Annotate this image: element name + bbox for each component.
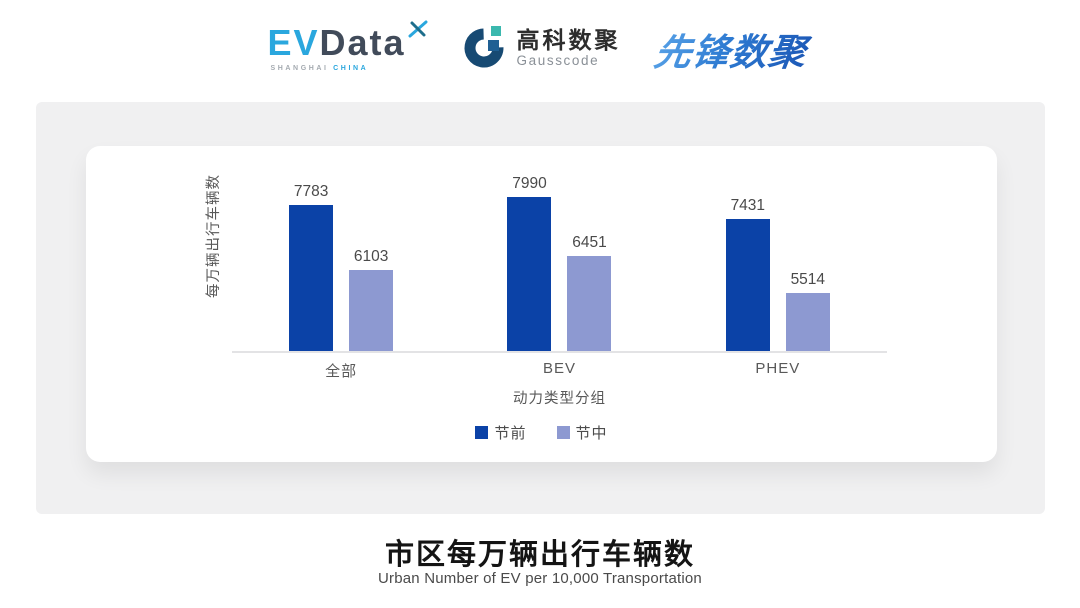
evdata-data-text: Data [319, 22, 406, 63]
legend-item-mid-holiday: 节中 [556, 422, 608, 443]
evdata-china-text: CHINA [333, 65, 369, 72]
evdata-ev-text: EV [267, 22, 320, 63]
bar [507, 197, 552, 351]
bar-value-label: 7783 [293, 183, 329, 200]
bar-group: 7990 6451 [507, 175, 612, 351]
category-label: PHEV [755, 360, 801, 377]
gausscode-wordmark: 高科数聚 Gausscode [516, 26, 621, 69]
bar-column: 7990 [507, 175, 552, 351]
bar [349, 270, 394, 351]
category-label: BEV [542, 360, 576, 377]
bar-column: 7783 [289, 183, 334, 351]
bar-column: 6103 [349, 248, 394, 351]
bar-chart-plot: 7783 6103 7990 6451 7431 5514 [232, 173, 887, 353]
bar-value-label: 5514 [790, 271, 826, 288]
evdata-shanghai-text: SHANGHAI [270, 65, 329, 72]
bar-group: 7783 6103 [289, 183, 394, 351]
chart-panel: 每万辆出行车辆数 7783 6103 7990 6451 7431 5514 全部 BEV P… [36, 102, 1045, 514]
bar-value-label: 7990 [512, 175, 547, 192]
gausscode-en-text: Gausscode [516, 53, 600, 69]
bar-column: 5514 [785, 271, 830, 351]
gausscode-logo: 高科数聚 Gausscode [462, 23, 621, 74]
bar-value-label: 6103 [353, 248, 389, 265]
evdata-subtitle: SHANGHAI CHINA [270, 65, 368, 72]
bar-column: 6451 [567, 234, 612, 351]
chart-legend: 节前 节中 [86, 422, 997, 443]
xianfeng-shuju-logo: 先锋数聚 [651, 22, 817, 76]
legend-swatch-dark [475, 426, 489, 439]
chart-title: 市区每万辆出行车辆数 [384, 539, 695, 571]
bar [289, 205, 334, 351]
legend-swatch-light [556, 426, 570, 439]
legend-label: 节中 [575, 425, 608, 442]
gausscode-g-icon [462, 23, 508, 74]
logo-header: EV Data SHANGHAI CHINA 高科数聚 Gausscode [0, 0, 1080, 97]
bar-column: 7431 [725, 197, 770, 351]
gausscode-cn-text: 高科数聚 [516, 26, 621, 53]
category-axis: 全部 BEV PHEV [232, 360, 887, 381]
legend-label: 节前 [494, 425, 527, 442]
legend-item-pre-holiday: 节前 [475, 422, 526, 443]
bar [785, 293, 830, 351]
chart-card: 每万辆出行车辆数 7783 6103 7990 6451 7431 5514 全部 BEV P… [86, 146, 997, 462]
chart-subtitle: Urban Number of EV per 10,000 Transporta… [378, 570, 702, 587]
bar-value-label: 7431 [730, 197, 766, 214]
x-axis-label: 动力类型分组 [513, 391, 606, 407]
category-label: 全部 [325, 363, 358, 380]
evdata-x-mark-icon [408, 19, 428, 43]
bar-value-label: 6451 [572, 234, 607, 251]
bar [567, 256, 612, 351]
bar [725, 219, 770, 351]
evdata-wordmark: EV Data [267, 20, 428, 63]
evdata-logo: EV Data SHANGHAI CHINA [267, 20, 428, 72]
bar-group: 7431 5514 [725, 197, 830, 351]
y-axis-label: 每万辆出行车辆数 [206, 174, 222, 298]
